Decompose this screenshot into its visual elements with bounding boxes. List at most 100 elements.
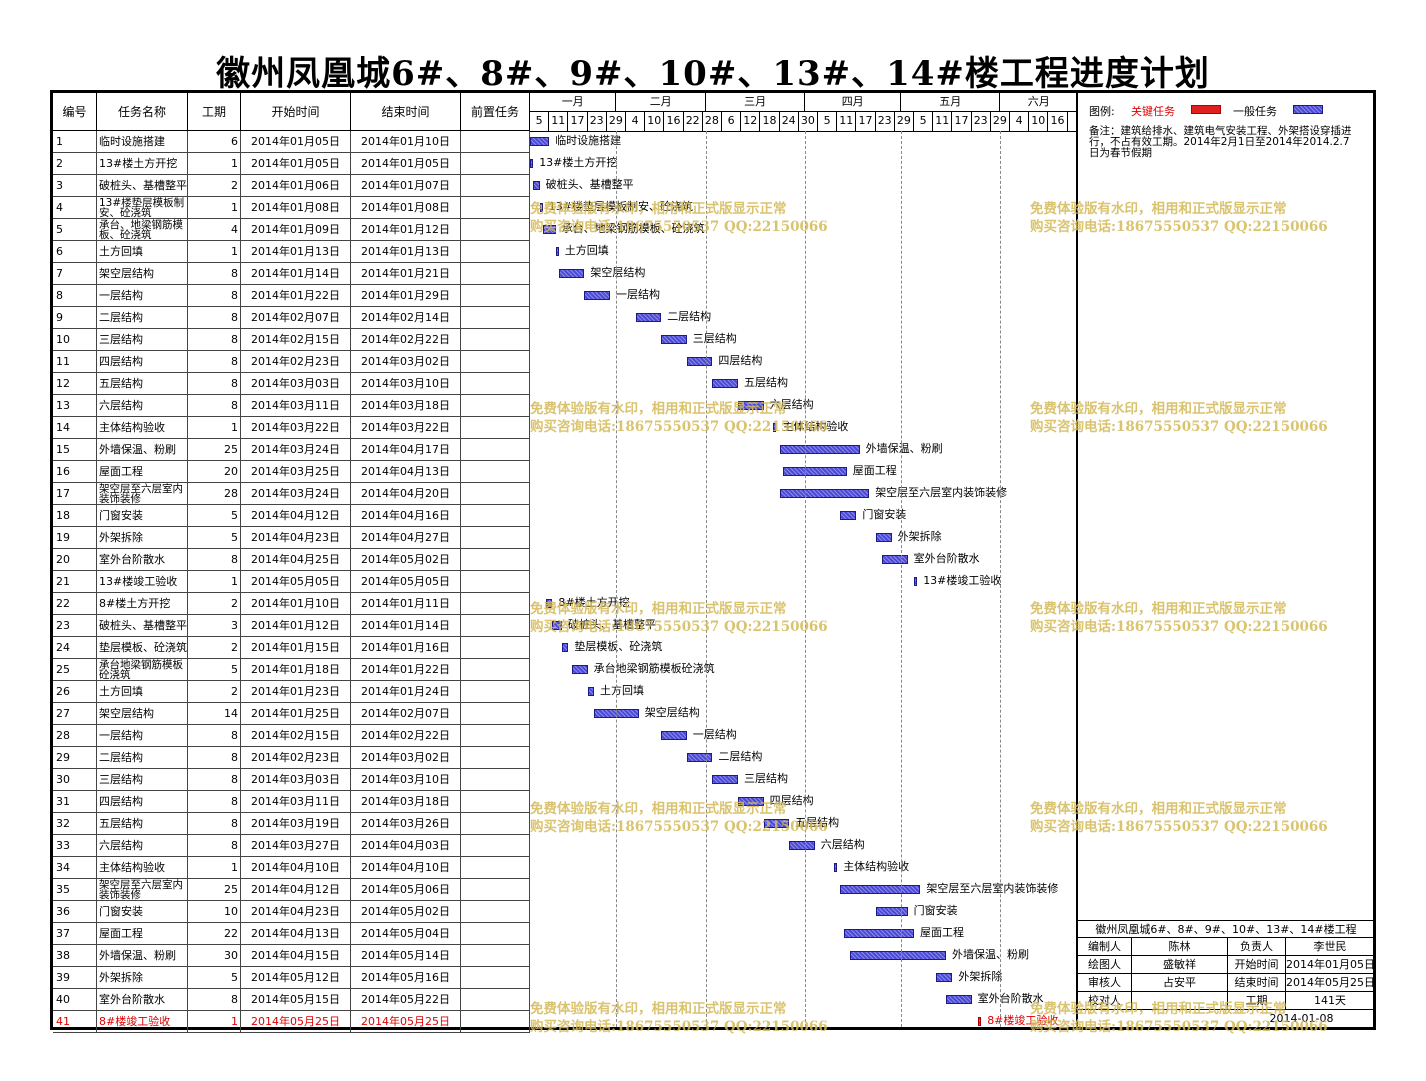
- day-tick-label: 30: [799, 111, 818, 131]
- row-start: 2014年04月12日: [241, 879, 351, 901]
- row-name: 四层结构: [97, 351, 188, 373]
- row-id: 24: [53, 637, 97, 659]
- row-duration: 2: [188, 593, 241, 615]
- row-id: 22: [53, 593, 97, 615]
- row-duration: 1: [188, 197, 241, 219]
- row-name: 室外台阶散水: [97, 549, 188, 571]
- row-id: 28: [53, 725, 97, 747]
- row-start: 2014年03月22日: [241, 417, 351, 439]
- row-id: 7: [53, 263, 97, 285]
- row-name: 架空层结构: [97, 703, 188, 725]
- gantt-bar: [661, 335, 687, 344]
- row-pred: [461, 307, 530, 329]
- gantt-bar-label: 土方回填: [600, 684, 644, 697]
- row-name: 屋面工程: [97, 461, 188, 483]
- row-start: 2014年01月05日: [241, 153, 351, 175]
- gantt-bar: [773, 423, 777, 432]
- row-id: 18: [53, 505, 97, 527]
- row-id: 4: [53, 197, 97, 219]
- gantt-bar: [914, 577, 918, 586]
- table-row: 8 一层结构 8 2014年01月22日 2014年01月29日: [53, 285, 530, 307]
- row-pred: [461, 923, 530, 945]
- gantt-chart: 一月 二月 三月 四月 五月 六月 5 11 17 23 29 4 10 16 22 28 6 12 18 24 30…: [530, 93, 1076, 1027]
- day-tick-label: 24: [780, 111, 799, 131]
- row-end: 2014年01月14日: [351, 615, 461, 637]
- legend-critical-swatch: [1191, 105, 1221, 114]
- gantt-bar: [555, 247, 559, 256]
- gantt-bar-label: 8#楼土方开挖: [558, 596, 630, 609]
- legend-normal-swatch: [1293, 105, 1323, 114]
- info-title: 徽州凤凰城6#、8#、9#、10#、13#、14#楼工程: [1078, 920, 1375, 938]
- row-pred: [461, 395, 530, 417]
- row-start: 2014年01月10日: [241, 593, 351, 615]
- row-pred: [461, 263, 530, 285]
- row-name: 室外台阶散水: [97, 989, 188, 1011]
- day-tick-label: 11: [933, 111, 953, 131]
- row-duration: 1: [188, 241, 241, 263]
- gantt-bar-label: 室外台阶散水: [977, 992, 1044, 1005]
- row-name: 三层结构: [97, 329, 188, 351]
- row-pred: [461, 879, 530, 901]
- page-title: 徽州凤凰城6#、8#、9#、10#、13#、14#楼工程进度计划: [216, 54, 1210, 94]
- header-end: 结束时间: [351, 93, 461, 131]
- row-id: 31: [53, 791, 97, 813]
- gantt-bar: [686, 753, 713, 762]
- gantt-bar: [936, 973, 953, 982]
- row-end: 2014年01月12日: [351, 219, 461, 241]
- row-end: 2014年04月03日: [351, 835, 461, 857]
- row-name: 临时设施搭建: [97, 131, 188, 153]
- row-start: 2014年04月12日: [241, 505, 351, 527]
- row-duration: 8: [188, 285, 241, 307]
- gantt-bar: [779, 445, 860, 454]
- row-id: 8: [53, 285, 97, 307]
- row-end: 2014年05月05日: [351, 571, 461, 593]
- info-value-checker: [1132, 992, 1228, 1010]
- row-duration: 8: [188, 329, 241, 351]
- day-tick-label: 17: [856, 111, 876, 131]
- table-row: 31 四层结构 8 2014年03月11日 2014年03月18日: [53, 791, 530, 813]
- gantt-bar-label: 二层结构: [667, 310, 712, 323]
- table-row: 25 承台地梁钢筋模板砼浇筑 5 2014年01月18日 2014年01月22日: [53, 659, 530, 681]
- day-tick-label: 29: [607, 111, 626, 131]
- row-duration: 2: [188, 681, 241, 703]
- row-name: 门窗安装: [97, 901, 188, 923]
- row-duration: 8: [188, 813, 241, 835]
- row-duration: 8: [188, 989, 241, 1011]
- row-duration: 8: [188, 307, 241, 329]
- table-row: 36 门窗安装 10 2014年04月23日 2014年05月02日: [53, 901, 530, 923]
- info-date: 2014-01-08: [1269, 1012, 1334, 1025]
- row-pred: [461, 747, 530, 769]
- row-id: 27: [53, 703, 97, 725]
- row-end: 2014年02月07日: [351, 703, 461, 725]
- gantt-bar-label: 三层结构: [744, 772, 788, 785]
- row-duration: 5: [188, 505, 241, 527]
- day-tick-label: 5: [914, 111, 934, 131]
- info-label-reviewer: 审核人: [1078, 974, 1132, 992]
- info-block: 徽州凤凰城6#、8#、9#、10#、13#、14#楼工程 编制人 陈林 负责人 …: [1078, 920, 1375, 1028]
- row-start: 2014年01月12日: [241, 615, 351, 637]
- legend-normal-label: 一般任务: [1233, 105, 1277, 118]
- row-name: 二层结构: [97, 307, 188, 329]
- table-row: 41 8#楼竣工验收 1 2014年05月25日 2014年05月25日: [53, 1011, 530, 1033]
- gantt-bar: [712, 775, 738, 784]
- row-duration: 8: [188, 747, 241, 769]
- info-value-start: 2014年01月05日: [1286, 956, 1375, 974]
- gantt-bar-label: 架空层结构: [644, 706, 700, 719]
- row-duration: 4: [188, 219, 241, 241]
- row-id: 35: [53, 879, 97, 901]
- gantt-bar-label: 外架拆除: [897, 530, 942, 543]
- row-id: 20: [53, 549, 97, 571]
- row-start: 2014年04月10日: [241, 857, 351, 879]
- gantt-bar: [789, 841, 815, 850]
- row-start: 2014年02月15日: [241, 329, 351, 351]
- table-row: 33 六层结构 8 2014年03月27日 2014年04月03日: [53, 835, 530, 857]
- gantt-bar-label: 13#楼竣工验收: [923, 574, 1002, 587]
- row-name: 8#楼土方开挖: [97, 593, 188, 615]
- row-end: 2014年02月22日: [351, 329, 461, 351]
- row-end: 2014年01月11日: [351, 593, 461, 615]
- gantt-bar-label: 垫层模板、砼浇筑: [574, 640, 663, 653]
- row-start: 2014年04月25日: [241, 549, 351, 571]
- row-pred: [461, 791, 530, 813]
- row-start: 2014年01月23日: [241, 681, 351, 703]
- gantt-bar: [533, 181, 540, 190]
